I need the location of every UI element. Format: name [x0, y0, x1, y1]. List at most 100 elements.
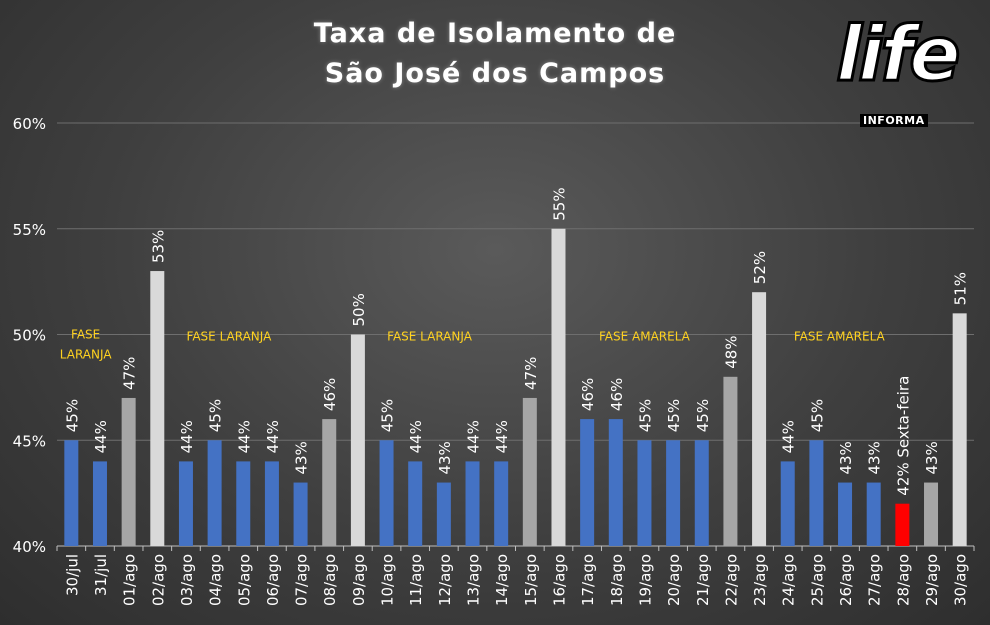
data-label: 50%: [350, 293, 368, 326]
y-tick-label: 45%: [13, 432, 46, 450]
x-tick-label: 31/jul: [92, 554, 110, 596]
x-tick-label: 23/ago: [751, 554, 769, 606]
x-tick-label: 13/ago: [465, 554, 483, 606]
bar: [264, 461, 279, 546]
bar: [465, 461, 480, 546]
y-tick-label: 50%: [13, 327, 46, 345]
phase-annotation: FASE AMARELA: [599, 330, 691, 344]
bar: [866, 482, 881, 546]
bar: [379, 440, 394, 546]
x-tick-label: 30/ago: [952, 554, 970, 606]
data-label: 47%: [522, 357, 540, 390]
chart-title-line-2: São José dos Campos: [324, 58, 666, 89]
data-label: 43%: [436, 441, 454, 474]
y-tick-label: 40%: [13, 538, 46, 556]
data-label: 51%: [952, 272, 970, 305]
data-label: 44%: [92, 420, 110, 453]
x-tick-label: 15/ago: [522, 554, 540, 606]
x-tick-label: 02/ago: [149, 554, 167, 606]
x-tick-label: 22/ago: [722, 554, 740, 606]
x-tick-label: 09/ago: [350, 554, 368, 606]
logo-sub-text: INFORMA: [860, 114, 928, 127]
bar: [752, 292, 767, 546]
chart-title-line-1: Taxa de Isolamento de: [313, 18, 677, 49]
x-tick-label: 17/ago: [579, 554, 597, 606]
data-label: 44%: [493, 420, 511, 453]
bar: [178, 461, 193, 546]
data-label: 45%: [63, 399, 81, 432]
x-tick-label: 06/ago: [264, 554, 282, 606]
data-label: 48%: [722, 335, 740, 368]
data-label: 45%: [636, 399, 654, 432]
phase-annotation: FASE: [71, 328, 100, 342]
phase-annotation: FASE LARANJA: [187, 330, 273, 344]
bar: [580, 419, 595, 546]
data-label: 46%: [608, 378, 626, 411]
y-tick-label: 60%: [13, 115, 46, 133]
x-tick-label: 14/ago: [493, 554, 511, 606]
x-tick-label: 16/ago: [550, 554, 568, 606]
bar: [92, 461, 107, 546]
bar: [207, 440, 222, 546]
bar: [924, 482, 939, 546]
bar: [809, 440, 824, 546]
data-label: 44%: [178, 420, 196, 453]
logo-main-text: life: [835, 9, 963, 98]
bar: [293, 482, 308, 546]
phase-annotation: LARANJA: [60, 348, 113, 362]
x-tick-label: 08/ago: [321, 554, 339, 606]
x-tick-label: 25/ago: [808, 554, 826, 606]
bar: [322, 419, 337, 546]
data-label: 47%: [121, 357, 139, 390]
data-label: 45%: [694, 399, 712, 432]
bar: [780, 461, 795, 546]
bar: [121, 397, 136, 546]
bar: [694, 440, 709, 546]
data-label: 55%: [550, 187, 568, 220]
x-tick-label: 07/ago: [293, 554, 311, 606]
data-label: 43%: [866, 441, 884, 474]
x-tick-label: 12/ago: [436, 554, 454, 606]
y-tick-label: 55%: [13, 221, 46, 239]
data-label: 43%: [837, 441, 855, 474]
life-informa-logo: life INFORMA: [835, 14, 962, 130]
x-tick-label: 26/ago: [837, 554, 855, 606]
x-tick-label: 04/ago: [207, 554, 225, 606]
x-tick-label: 24/ago: [780, 554, 798, 606]
phase-annotation: FASE AMARELA: [794, 330, 886, 344]
x-tick-label: 27/ago: [866, 554, 884, 606]
data-label: 45%: [665, 399, 683, 432]
data-label: 44%: [264, 420, 282, 453]
bar: [608, 419, 623, 546]
data-label: 43%: [293, 441, 311, 474]
bar: [666, 440, 681, 546]
x-tick-label: 05/ago: [235, 554, 253, 606]
data-label: 46%: [321, 378, 339, 411]
data-label: 46%: [579, 378, 597, 411]
x-tick-label: 30/jul: [63, 554, 81, 596]
bar: [838, 482, 853, 546]
x-tick-label: 29/ago: [923, 554, 941, 606]
x-tick-label: 21/ago: [694, 554, 712, 606]
phase-annotation: FASE LARANJA: [387, 330, 473, 344]
data-label: 52%: [751, 251, 769, 284]
bar: [522, 397, 537, 546]
data-label: 45%: [207, 399, 225, 432]
data-label: 44%: [780, 420, 798, 453]
x-tick-label: 28/ago: [894, 554, 912, 606]
bar: [895, 503, 910, 546]
data-label: 42% Sexta-feira: [894, 376, 912, 496]
x-tick-label: 01/ago: [121, 554, 139, 606]
bar: [350, 334, 365, 546]
bar: [408, 461, 423, 546]
bar: [723, 376, 738, 546]
x-tick-label: 11/ago: [407, 554, 425, 606]
bar: [551, 228, 566, 546]
data-label: 44%: [235, 420, 253, 453]
bar: [436, 482, 451, 546]
data-label: 53%: [149, 230, 167, 263]
data-label: 44%: [407, 420, 425, 453]
bar: [236, 461, 251, 546]
x-tick-label: 20/ago: [665, 554, 683, 606]
